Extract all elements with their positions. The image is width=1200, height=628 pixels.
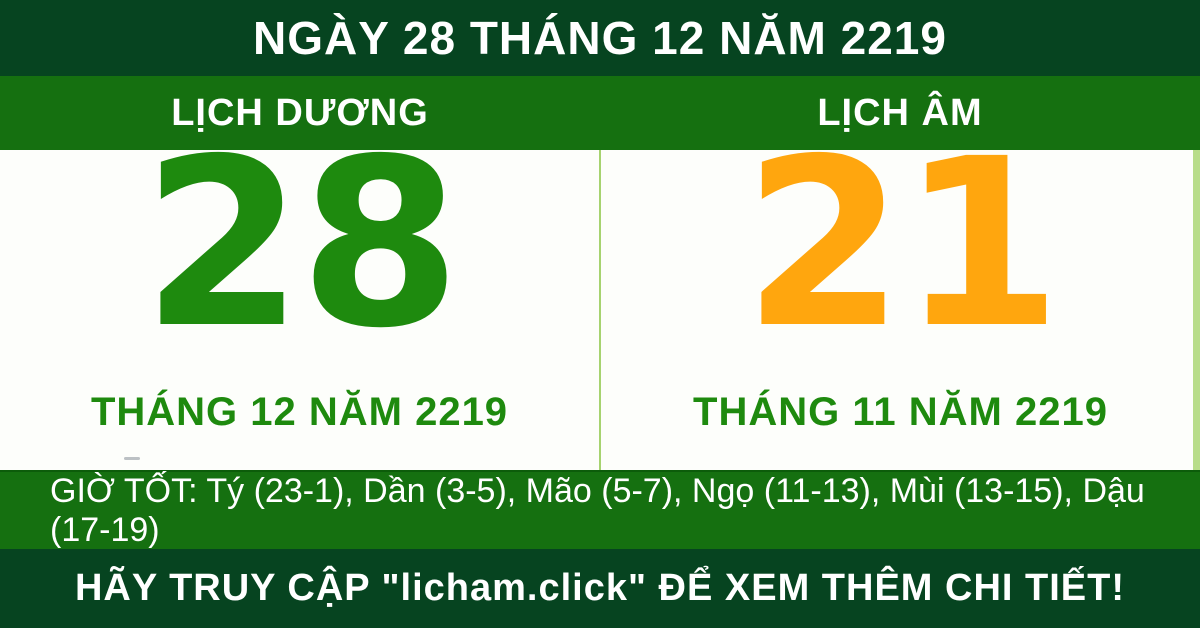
lunar-calendar-header: LỊCH ÂM bbox=[600, 76, 1200, 150]
panel-divider-line bbox=[599, 150, 601, 470]
calendar-type-header-band: LỊCH DƯƠNG LỊCH ÂM bbox=[0, 76, 1200, 150]
good-hours-text: GIỜ TỐT: Tý (23-1), Dần (3-5), Mão (5-7)… bbox=[50, 471, 1145, 549]
lunar-calendar-label: LỊCH ÂM bbox=[817, 91, 983, 134]
date-header-bar: NGÀY 28 THÁNG 12 NĂM 2219 bbox=[0, 0, 1200, 76]
footer-cta-bar: HÃY TRUY CẬP "licham.click" ĐỂ XEM THÊM … bbox=[0, 549, 1200, 628]
full-date-title: NGÀY 28 THÁNG 12 NĂM 2219 bbox=[253, 12, 947, 64]
lunar-month-year-label: THÁNG 11 NĂM 2219 bbox=[693, 390, 1108, 434]
solar-panel: 28 THÁNG 12 NĂM 2219 bbox=[0, 128, 599, 470]
smudge-mark bbox=[124, 457, 140, 460]
good-hours-bar: GIỜ TỐT: Tý (23-1), Dần (3-5), Mão (5-7)… bbox=[0, 470, 1200, 549]
calendar-panels: 28 THÁNG 12 NĂM 2219 21 THÁNG 11 NĂM 221… bbox=[0, 128, 1200, 470]
solar-calendar-header: LỊCH DƯƠNG bbox=[0, 76, 600, 150]
footer-cta-text: HÃY TRUY CẬP "licham.click" ĐỂ XEM THÊM … bbox=[74, 567, 1125, 609]
right-edge-strip bbox=[1193, 150, 1200, 470]
solar-day-number: 28 bbox=[142, 109, 461, 379]
lunar-panel: 21 THÁNG 11 NĂM 2219 bbox=[601, 128, 1200, 470]
solar-calendar-label: LỊCH DƯƠNG bbox=[171, 91, 429, 134]
lunar-day-number: 21 bbox=[743, 109, 1062, 379]
solar-month-year-label: THÁNG 12 NĂM 2219 bbox=[90, 390, 509, 434]
